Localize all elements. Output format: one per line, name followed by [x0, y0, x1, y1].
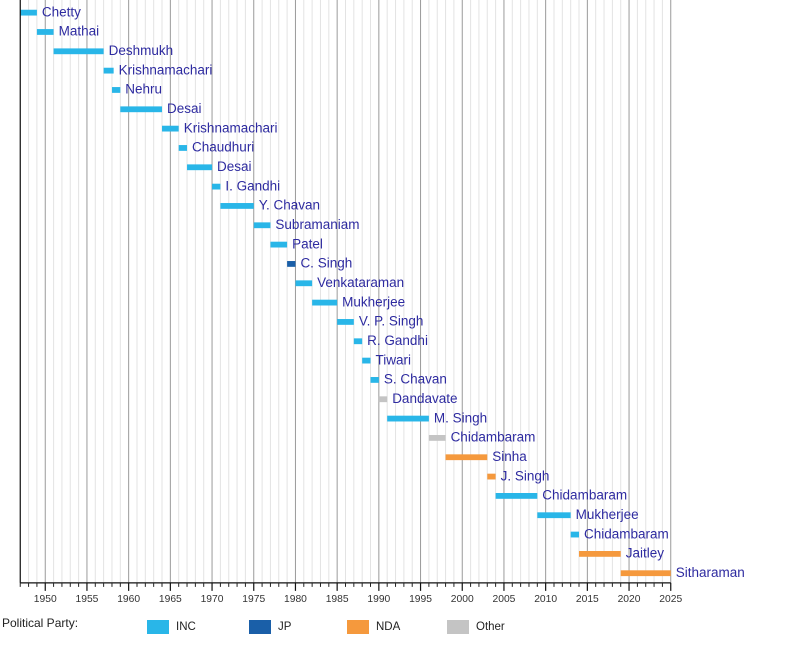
svg-text:1970: 1970 [201, 594, 224, 605]
svg-text:1995: 1995 [409, 594, 432, 605]
svg-text:Sitharaman: Sitharaman [676, 565, 745, 580]
svg-text:I. Gandhi: I. Gandhi [225, 178, 280, 193]
svg-text:2005: 2005 [492, 594, 515, 605]
svg-text:Y. Chavan: Y. Chavan [259, 198, 320, 213]
svg-text:JP: JP [278, 621, 292, 633]
svg-text:2025: 2025 [659, 594, 682, 605]
svg-text:Desai: Desai [217, 159, 252, 174]
svg-text:2020: 2020 [618, 594, 641, 605]
svg-text:Desai: Desai [167, 101, 202, 116]
svg-text:INC: INC [176, 621, 196, 633]
svg-text:Dandavate: Dandavate [392, 391, 457, 406]
svg-text:NDA: NDA [376, 621, 401, 633]
svg-text:J. Singh: J. Singh [501, 468, 550, 483]
svg-text:Sinha: Sinha [492, 449, 527, 464]
svg-text:R. Gandhi: R. Gandhi [367, 333, 428, 348]
svg-text:C. Singh: C. Singh [300, 256, 352, 271]
svg-text:1985: 1985 [326, 594, 349, 605]
svg-text:M. Singh: M. Singh [434, 410, 487, 425]
svg-text:1955: 1955 [75, 594, 98, 605]
svg-text:Mathai: Mathai [59, 24, 100, 39]
svg-text:Chidambaram: Chidambaram [584, 526, 669, 541]
svg-text:Mukherjee: Mukherjee [342, 294, 405, 309]
svg-text:1950: 1950 [34, 594, 57, 605]
svg-text:Chetty: Chetty [42, 4, 81, 19]
svg-text:Nehru: Nehru [125, 82, 162, 97]
svg-text:2015: 2015 [576, 594, 599, 605]
svg-text:1990: 1990 [367, 594, 390, 605]
svg-text:Chaudhuri: Chaudhuri [192, 140, 254, 155]
svg-text:Jaitley: Jaitley [626, 546, 665, 561]
svg-text:1965: 1965 [159, 594, 182, 605]
svg-text:V. P. Singh: V. P. Singh [359, 314, 424, 329]
svg-text:Patel: Patel [292, 236, 323, 251]
svg-text:Tiwari: Tiwari [376, 352, 412, 367]
svg-text:1960: 1960 [117, 594, 140, 605]
svg-text:2010: 2010 [534, 594, 557, 605]
svg-text:Chidambaram: Chidambaram [451, 430, 536, 445]
svg-text:S. Chavan: S. Chavan [384, 372, 447, 387]
svg-text:Venkataraman: Venkataraman [317, 275, 404, 290]
svg-text:1980: 1980 [284, 594, 307, 605]
svg-text:Krishnamachari: Krishnamachari [119, 62, 213, 77]
svg-text:Chidambaram: Chidambaram [542, 488, 627, 503]
svg-text:Deshmukh: Deshmukh [109, 43, 174, 58]
svg-text:Political Party:: Political Party: [2, 616, 78, 630]
svg-text:Mukherjee: Mukherjee [576, 507, 639, 522]
svg-text:Krishnamachari: Krishnamachari [184, 120, 278, 135]
svg-text:1975: 1975 [242, 594, 265, 605]
svg-text:Other: Other [476, 621, 505, 633]
svg-text:Subramaniam: Subramaniam [275, 217, 359, 232]
svg-text:2000: 2000 [451, 594, 474, 605]
